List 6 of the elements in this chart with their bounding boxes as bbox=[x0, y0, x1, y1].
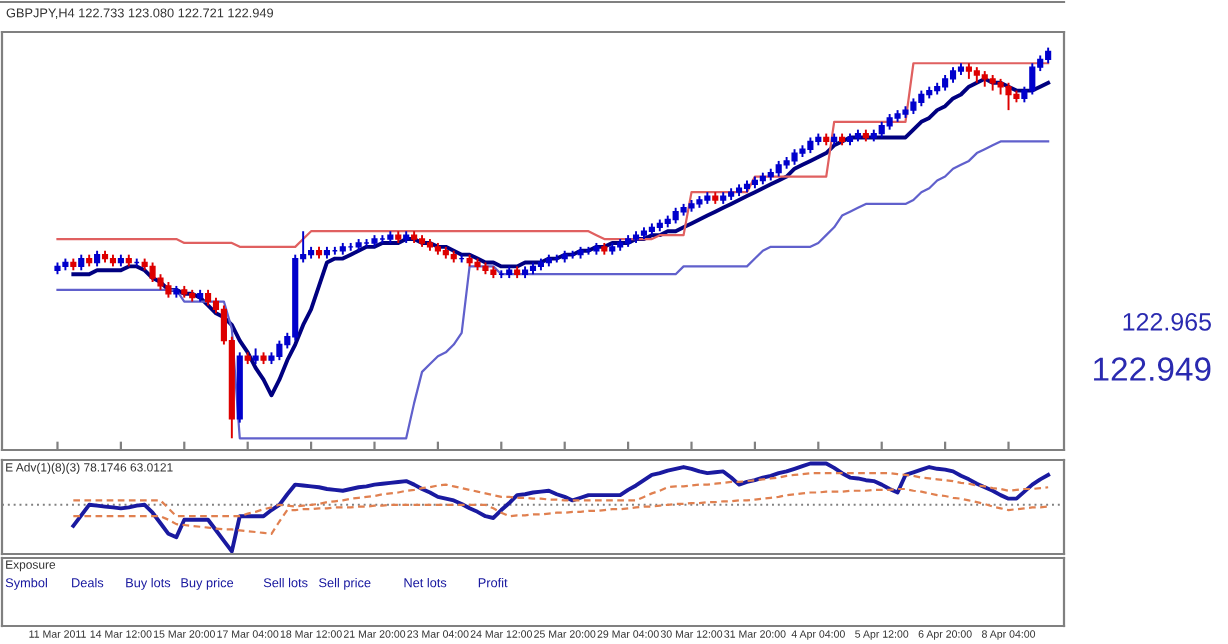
text: 122.965 bbox=[1123, 313, 1211, 331]
text: 122.949 bbox=[1094, 357, 1211, 381]
candlestick bbox=[1029, 62, 1036, 96]
candlestick bbox=[276, 339, 283, 362]
candlestick bbox=[149, 261, 156, 283]
candlestick bbox=[1005, 81, 1012, 112]
